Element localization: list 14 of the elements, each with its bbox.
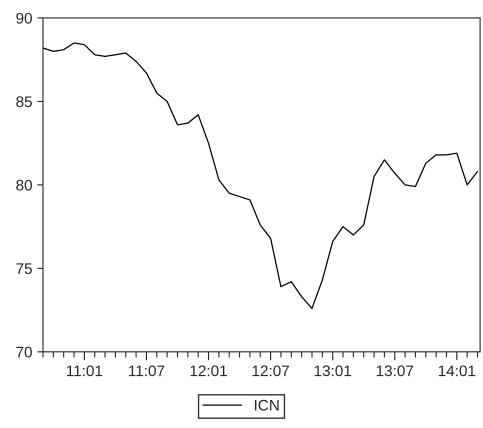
- y-tick-label: 80: [16, 180, 32, 191]
- x-tick-label: 11:01: [66, 365, 102, 376]
- y-tick-label: 70: [16, 346, 32, 358]
- x-tick-label: 11:07: [129, 365, 164, 376]
- y-tick-label: 90: [16, 12, 32, 24]
- x-tick-label: 12:01: [190, 365, 227, 376]
- y-tick-label: 75: [16, 263, 32, 274]
- legend-label: ICN: [254, 400, 279, 411]
- line-series: [42, 42, 478, 310]
- x-tick-label: 13:07: [376, 365, 414, 376]
- x-tick-label: 12:07: [252, 365, 289, 376]
- x-tick-label: 13:01: [314, 365, 352, 376]
- x-tick-label: 14:01: [438, 365, 476, 376]
- y-tick-label: 85: [16, 96, 32, 108]
